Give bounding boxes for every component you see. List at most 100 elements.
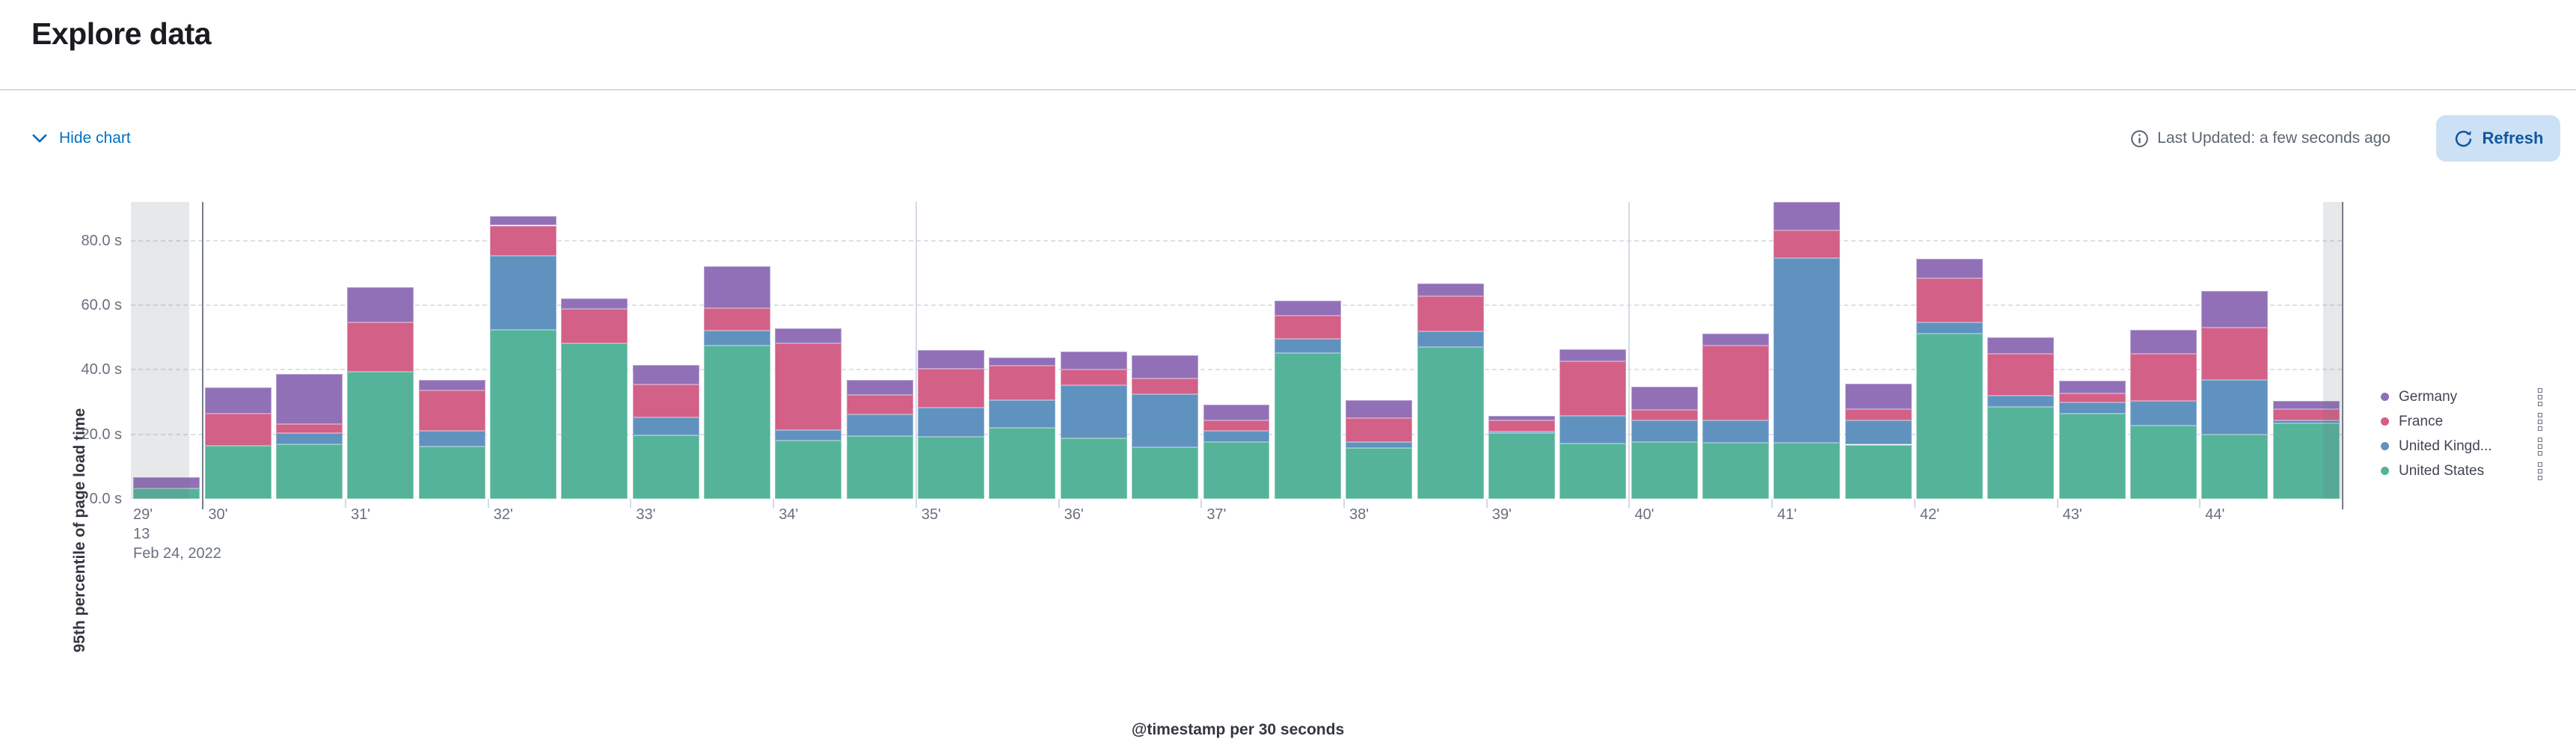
bar-segment-germany[interactable]	[1132, 355, 1199, 379]
bar-segment-united-kingdom[interactable]	[1916, 322, 1984, 334]
bar-segment-united-states[interactable]	[1773, 442, 1841, 499]
bar-segment-germany[interactable]	[1631, 387, 1698, 411]
bar-segment-france[interactable]	[1916, 277, 1984, 322]
bar-segment-united-kingdom[interactable]	[1274, 338, 1341, 353]
bar-segment-germany[interactable]	[1417, 283, 1484, 296]
bar-segment-united-states[interactable]	[1844, 444, 1912, 499]
bar-segment-united-kingdom[interactable]	[918, 407, 985, 438]
bar-segment-france[interactable]	[704, 308, 770, 331]
bar-segment-france[interactable]	[1346, 417, 1413, 442]
bar-segment-germany[interactable]	[775, 328, 842, 344]
bar-segment-united-kingdom[interactable]	[2201, 380, 2269, 435]
bar-segment-germany[interactable]	[1060, 352, 1127, 370]
bar-segment-germany[interactable]	[2272, 401, 2340, 409]
bar-segment-germany[interactable]	[632, 364, 699, 384]
bar-segment-france[interactable]	[1488, 420, 1555, 432]
bar-segment-germany[interactable]	[704, 266, 770, 309]
bar-segment-germany[interactable]	[1346, 399, 1413, 418]
bar-segment-germany[interactable]	[1987, 337, 2055, 354]
bar-segment-france[interactable]	[632, 384, 699, 418]
bar-segment-united-kingdom[interactable]	[1417, 331, 1484, 347]
bar-segment-france[interactable]	[1132, 378, 1199, 395]
bar-segment-france[interactable]	[1702, 346, 1769, 421]
bar-segment-united-states[interactable]	[918, 437, 985, 499]
bar-segment-germany[interactable]	[918, 350, 985, 369]
bar-segment-france[interactable]	[1417, 295, 1484, 331]
bar-segment-united-states[interactable]	[1488, 432, 1555, 499]
bar-segment-france[interactable]	[2272, 408, 2340, 421]
bar-segment-germany[interactable]	[204, 387, 272, 414]
bar-segment-united-kingdom[interactable]	[775, 430, 842, 441]
bar-segment-united-states[interactable]	[2058, 414, 2126, 499]
bar-segment-united-states[interactable]	[1274, 352, 1341, 499]
bar-segment-france[interactable]	[2201, 327, 2269, 381]
bar-segment-united-kingdom[interactable]	[1203, 431, 1270, 442]
bar-segment-france[interactable]	[1274, 316, 1341, 339]
bar-segment-united-states[interactable]	[1346, 448, 1413, 499]
refresh-button[interactable]: Refresh	[2436, 115, 2560, 162]
bar-segment-germany[interactable]	[418, 380, 485, 390]
bar-segment-united-states[interactable]	[1916, 334, 1984, 499]
bar-segment-united-states[interactable]	[775, 440, 842, 499]
legend-label[interactable]: United States	[2399, 462, 2485, 479]
bar-segment-germany[interactable]	[489, 215, 556, 226]
bar-segment-germany[interactable]	[347, 287, 414, 322]
bar-segment-united-states[interactable]	[1987, 407, 2055, 499]
bar-segment-united-states[interactable]	[1203, 441, 1270, 499]
bar-segment-united-kingdom[interactable]	[489, 256, 556, 331]
bar-segment-united-states[interactable]	[989, 427, 1056, 499]
bar-segment-united-kingdom[interactable]	[1702, 420, 1769, 444]
bar-segment-germany[interactable]	[1702, 334, 1769, 346]
bar-segment-united-states[interactable]	[704, 346, 770, 499]
bar-segment-united-kingdom[interactable]	[1488, 431, 1555, 433]
legend-item-france[interactable]: France	[2381, 409, 2544, 434]
bar-segment-united-states[interactable]	[418, 446, 485, 499]
bar-segment-france[interactable]	[2058, 393, 2126, 402]
bar-segment-united-kingdom[interactable]	[1060, 384, 1127, 439]
bar-segment-united-states[interactable]	[1702, 443, 1769, 499]
bar-segment-united-kingdom[interactable]	[275, 432, 343, 444]
bar-segment-germany[interactable]	[989, 357, 1056, 367]
bar-segment-france[interactable]	[989, 366, 1056, 400]
bar-segment-france[interactable]	[1773, 230, 1841, 258]
bar-segment-germany[interactable]	[133, 476, 200, 489]
bar-segment-germany[interactable]	[275, 374, 343, 424]
legend-actions-icon[interactable]	[2536, 387, 2544, 408]
bar-segment-france[interactable]	[1844, 408, 1912, 421]
bar-segment-germany[interactable]	[1844, 383, 1912, 409]
bar-segment-germany[interactable]	[2058, 381, 2126, 394]
bar-segment-united-kingdom[interactable]	[1631, 420, 1698, 442]
legend-label[interactable]: France	[2399, 413, 2444, 429]
bar-segment-united-states[interactable]	[1560, 444, 1627, 499]
bar-segment-germany[interactable]	[1773, 202, 1841, 230]
bar-segment-france[interactable]	[1203, 420, 1270, 432]
bar-segment-germany[interactable]	[1560, 349, 1627, 361]
bar-segment-germany[interactable]	[1488, 415, 1555, 421]
legend-item-united-states[interactable]: United States	[2381, 459, 2544, 483]
bar-segment-france[interactable]	[2130, 353, 2198, 402]
bar-segment-germany[interactable]	[2130, 330, 2198, 354]
bar-segment-france[interactable]	[775, 343, 842, 431]
bar-segment-germany[interactable]	[846, 380, 913, 396]
bar-segment-united-states[interactable]	[2130, 426, 2198, 499]
bar-segment-united-states[interactable]	[133, 488, 200, 499]
bar-segment-france[interactable]	[347, 322, 414, 372]
bar-segment-germany[interactable]	[1274, 301, 1341, 316]
bar-segment-germany[interactable]	[561, 298, 628, 309]
bar-segment-united-states[interactable]	[204, 445, 272, 499]
bar-segment-united-kingdom[interactable]	[989, 399, 1056, 428]
legend-label[interactable]: United Kingd...	[2399, 438, 2492, 454]
bar-segment-united-states[interactable]	[561, 343, 628, 499]
bar-segment-france[interactable]	[918, 368, 985, 408]
bar-segment-france[interactable]	[275, 423, 343, 433]
bar-segment-united-kingdom[interactable]	[1132, 394, 1199, 447]
hide-chart-button[interactable]: Hide chart	[30, 126, 131, 151]
bar-segment-france[interactable]	[1060, 369, 1127, 385]
bar-segment-france[interactable]	[1631, 410, 1698, 421]
bar-segment-germany[interactable]	[1203, 405, 1270, 420]
bar-segment-france[interactable]	[204, 413, 272, 446]
bar-segment-united-states[interactable]	[1132, 447, 1199, 499]
bar-segment-germany[interactable]	[1916, 259, 1984, 278]
bar-segment-united-states[interactable]	[1060, 438, 1127, 499]
bar-segment-france[interactable]	[561, 308, 628, 343]
